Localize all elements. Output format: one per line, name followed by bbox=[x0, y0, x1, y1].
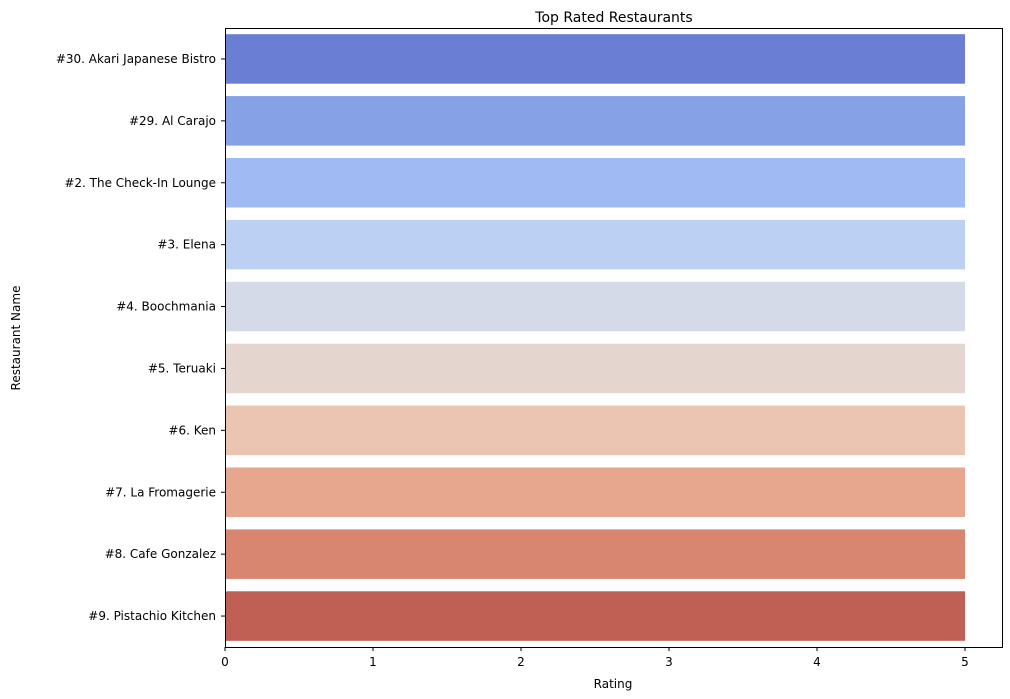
y-tick-label: #29. Al Carajo bbox=[129, 114, 216, 128]
bar bbox=[225, 529, 965, 579]
bar bbox=[225, 34, 965, 84]
bar bbox=[225, 96, 965, 146]
bar bbox=[225, 281, 965, 332]
y-tick-label: #4. Boochmania bbox=[116, 300, 216, 314]
bars-group bbox=[225, 34, 965, 641]
y-tick-label: #3. Elena bbox=[157, 238, 216, 252]
y-tick-label: #7. La Fromagerie bbox=[105, 485, 216, 499]
y-axis-ticks: #30. Akari Japanese Bistro #29. Al Carajo… bbox=[56, 52, 225, 623]
bar bbox=[225, 467, 965, 518]
x-tick-label: 4 bbox=[813, 655, 821, 669]
y-axis-label: Restaurant Name bbox=[9, 286, 23, 391]
x-tick-label: 3 bbox=[665, 655, 673, 669]
bar bbox=[225, 157, 965, 208]
x-tick-label: 0 bbox=[221, 655, 229, 669]
y-tick-label: #2. The Check-In Lounge bbox=[64, 176, 216, 190]
y-tick-label: #6. Ken bbox=[168, 423, 216, 437]
x-tick-label: 5 bbox=[961, 655, 969, 669]
plot-frame bbox=[225, 28, 1003, 648]
y-tick-label: #5. Teruaki bbox=[148, 361, 216, 375]
bar bbox=[225, 219, 965, 270]
y-tick-label: #30. Akari Japanese Bistro bbox=[56, 52, 216, 66]
bar bbox=[225, 405, 965, 456]
x-tick-label: 2 bbox=[517, 655, 525, 669]
y-tick-label: #9. Pistachio Kitchen bbox=[88, 609, 216, 623]
x-tick-label: 1 bbox=[369, 655, 377, 669]
bar bbox=[225, 343, 965, 394]
bar bbox=[225, 591, 965, 641]
y-tick-label: #8. Cafe Gonzalez bbox=[105, 547, 216, 561]
chart-title: Top Rated Restaurants bbox=[534, 10, 692, 26]
x-axis-label: Rating bbox=[594, 677, 633, 691]
x-axis-ticks: 0 1 2 3 4 5 bbox=[221, 647, 969, 669]
